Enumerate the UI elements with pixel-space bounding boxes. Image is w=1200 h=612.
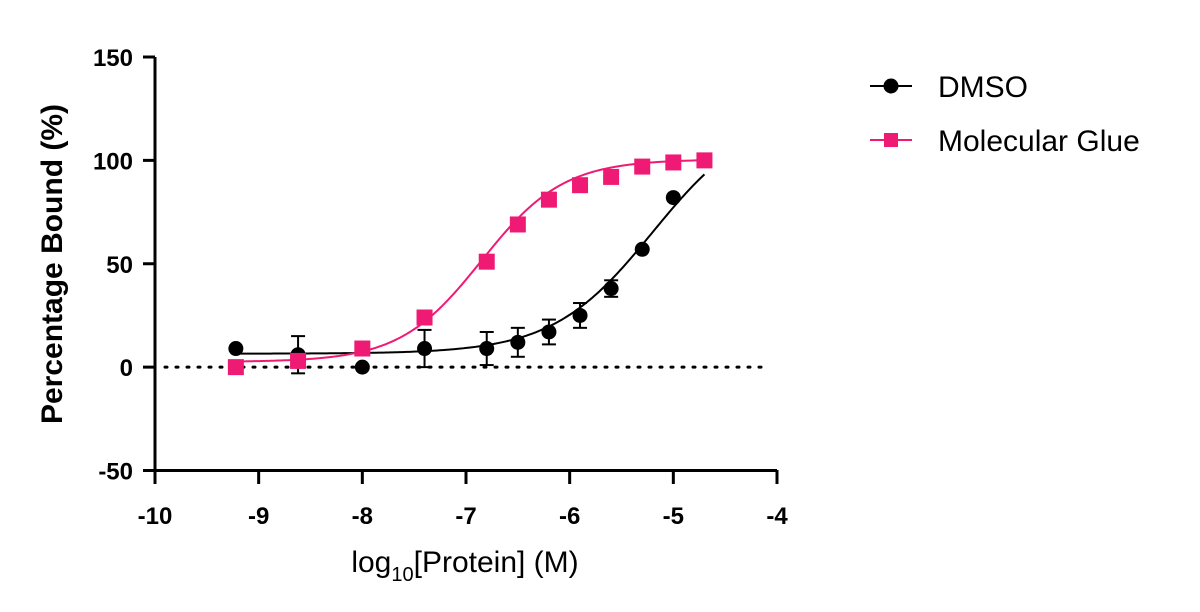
- fit-curve-dmso: [235, 173, 706, 355]
- y-tick-label: -50: [98, 459, 133, 486]
- y-tick-label: 100: [93, 148, 133, 175]
- data-point-molecular-glue: [227, 359, 244, 376]
- x-axis-label-prefix: log: [351, 546, 391, 579]
- data-point-molecular-glue: [572, 177, 589, 194]
- x-axis-label: log10[Protein] (M): [351, 546, 578, 586]
- data-point-dmso: [228, 341, 244, 357]
- y-ticks: -50 0 50 100 150: [93, 45, 155, 486]
- fit-curve-molecular-glue: [235, 159, 705, 363]
- curve-layer: [235, 159, 706, 363]
- data-point-molecular-glue: [603, 168, 620, 185]
- legend-item-dmso: DMSO: [870, 71, 1028, 104]
- x-axis-label-subscript: 10: [391, 564, 413, 586]
- data-point-dmso: [510, 334, 526, 350]
- data-point-dmso: [354, 359, 370, 375]
- data-point-molecular-glue: [478, 253, 495, 270]
- y-tick-label: 150: [93, 45, 133, 72]
- data-point-molecular-glue: [696, 152, 713, 169]
- y-axis: -50 0 50 100 150: [93, 45, 157, 486]
- data-point-dmso: [479, 341, 495, 357]
- data-point-dmso: [541, 324, 557, 340]
- data-point-molecular-glue: [354, 340, 371, 357]
- x-tick-label: -4: [766, 503, 788, 530]
- data-point-molecular-glue: [540, 191, 557, 208]
- x-axis-label-suffix: [Protein] (M): [414, 546, 579, 579]
- x-tick-label: -5: [663, 503, 684, 530]
- data-point-dmso: [572, 307, 588, 323]
- data-point-molecular-glue: [665, 154, 682, 171]
- x-tick-label: -9: [248, 503, 269, 530]
- data-point-dmso: [665, 190, 681, 206]
- x-tick-label: -10: [138, 503, 173, 530]
- legend-label-dmso: DMSO: [938, 71, 1028, 104]
- marker-layer: [227, 152, 713, 376]
- y-tick-label: 0: [120, 355, 133, 382]
- x-tick-label: -8: [352, 503, 373, 530]
- x-tick-label: -6: [559, 503, 580, 530]
- legend-marker-dmso: [883, 78, 899, 94]
- data-point-dmso: [634, 241, 650, 257]
- data-point-dmso: [417, 341, 433, 357]
- x-ticks: -10 -9 -8 -7 -6 -5 -4: [138, 470, 788, 530]
- x-axis: -10 -9 -8 -7 -6 -5 -4: [138, 469, 788, 530]
- legend: DMSO Molecular Glue: [870, 71, 1140, 158]
- y-tick-label: 50: [106, 252, 133, 279]
- legend-marker-molecular-glue: [884, 133, 898, 147]
- data-point-molecular-glue: [509, 216, 526, 233]
- data-point-molecular-glue: [634, 158, 651, 175]
- data-point-molecular-glue: [290, 352, 307, 369]
- y-axis-label: Percentage Bound (%): [36, 104, 69, 424]
- x-tick-label: -7: [455, 503, 476, 530]
- data-point-dmso: [603, 281, 619, 297]
- legend-label-molecular-glue: Molecular Glue: [938, 125, 1140, 158]
- data-point-molecular-glue: [416, 309, 433, 326]
- legend-item-molecular-glue: Molecular Glue: [870, 125, 1140, 158]
